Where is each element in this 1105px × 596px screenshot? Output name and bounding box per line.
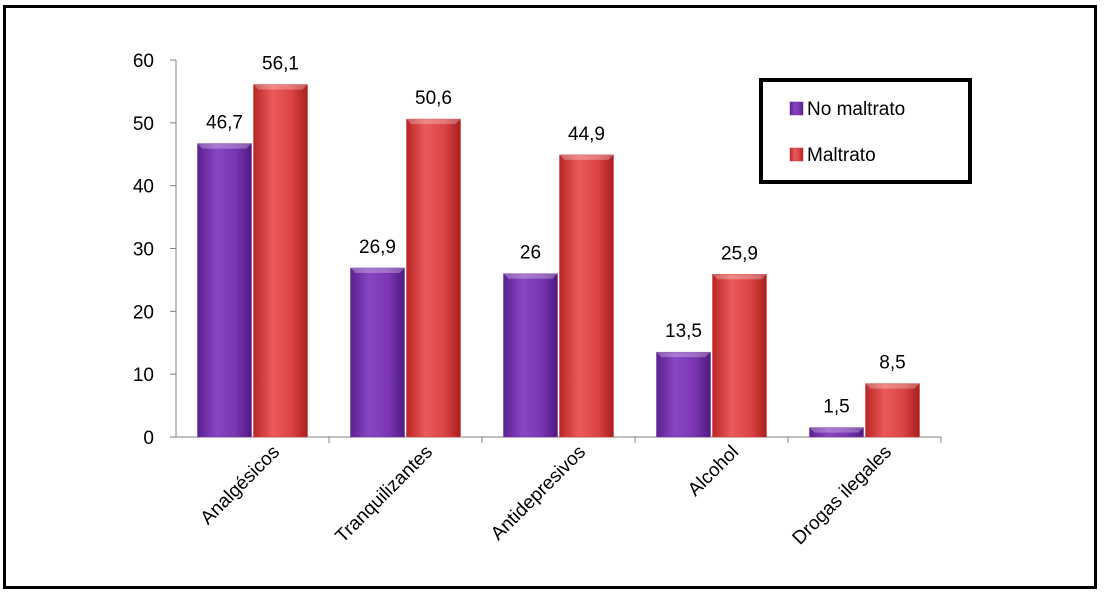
x-tick-label: Analgésicos xyxy=(197,442,284,529)
data-label: 44,9 xyxy=(568,124,605,145)
data-label: 13,5 xyxy=(665,321,702,342)
bar-no-maltrato xyxy=(809,427,864,438)
bar-bevel xyxy=(712,274,767,280)
y-axis: 0 10 20 30 40 50 60 xyxy=(133,51,177,449)
bar-maltrato xyxy=(406,118,461,438)
data-label: 25,9 xyxy=(721,243,758,264)
y-tick-label: 40 xyxy=(133,177,154,198)
data-label: 1,5 xyxy=(823,397,849,418)
legend: No maltrato Maltrato xyxy=(759,78,972,184)
bar-bevel xyxy=(253,84,308,90)
bar-no-maltrato xyxy=(656,351,711,438)
y-tick-label: 30 xyxy=(133,240,154,261)
x-tick-label: Tranquilizantes xyxy=(332,442,437,547)
data-label: 26,9 xyxy=(359,237,396,258)
y-tick-label: 60 xyxy=(133,51,154,72)
x-tick-label: Antidepresivos xyxy=(487,442,590,545)
bar-no-maltrato xyxy=(350,267,405,438)
x-axis: Analgésicos Tranquilizantes Antidepresivos… xyxy=(176,436,942,549)
x-tick-label: Drogas ilegales xyxy=(789,442,896,549)
legend-box xyxy=(759,78,972,184)
x-tick-label: Alcohol xyxy=(684,442,743,501)
bar-bevel xyxy=(503,273,558,279)
data-label: 8,5 xyxy=(879,353,905,374)
y-tick-label: 20 xyxy=(133,302,154,323)
bar-bevel xyxy=(559,154,614,160)
bar-chart: 0 10 20 30 40 50 60 Analgésicos Tranquilizantes… xyxy=(133,51,972,549)
bar-maltrato xyxy=(253,84,308,438)
bar-bevel xyxy=(656,352,711,358)
bars: 46,7 56,1 26,9 50,6 26 44,9 13,5 25,9 1,5 8,5 xyxy=(197,54,920,438)
bar-bevel xyxy=(350,267,405,273)
bar-maltrato xyxy=(865,383,920,438)
data-label: 56,1 xyxy=(262,54,299,75)
legend-swatch xyxy=(789,147,804,162)
bar-bevel xyxy=(865,383,920,389)
bar-maltrato xyxy=(559,154,614,438)
bar-maltrato xyxy=(712,274,767,438)
data-label: 46,7 xyxy=(206,113,243,134)
y-tick-label: 10 xyxy=(133,365,154,386)
legend-swatch xyxy=(789,101,804,116)
legend-label: Maltrato xyxy=(807,145,876,166)
data-label: 50,6 xyxy=(415,88,452,109)
bar-bevel xyxy=(406,119,461,125)
bar-bevel xyxy=(809,427,864,433)
legend-label: No maltrato xyxy=(807,99,905,120)
bar-no-maltrato xyxy=(197,143,252,438)
bar-bevel xyxy=(197,143,252,149)
chart-frame: 0 10 20 30 40 50 60 Analgésicos Tranquilizantes… xyxy=(3,5,1097,589)
bar-no-maltrato xyxy=(503,273,558,438)
y-tick-label: 50 xyxy=(133,114,154,135)
y-tick-label: 0 xyxy=(143,428,154,449)
data-label: 26 xyxy=(520,243,541,264)
